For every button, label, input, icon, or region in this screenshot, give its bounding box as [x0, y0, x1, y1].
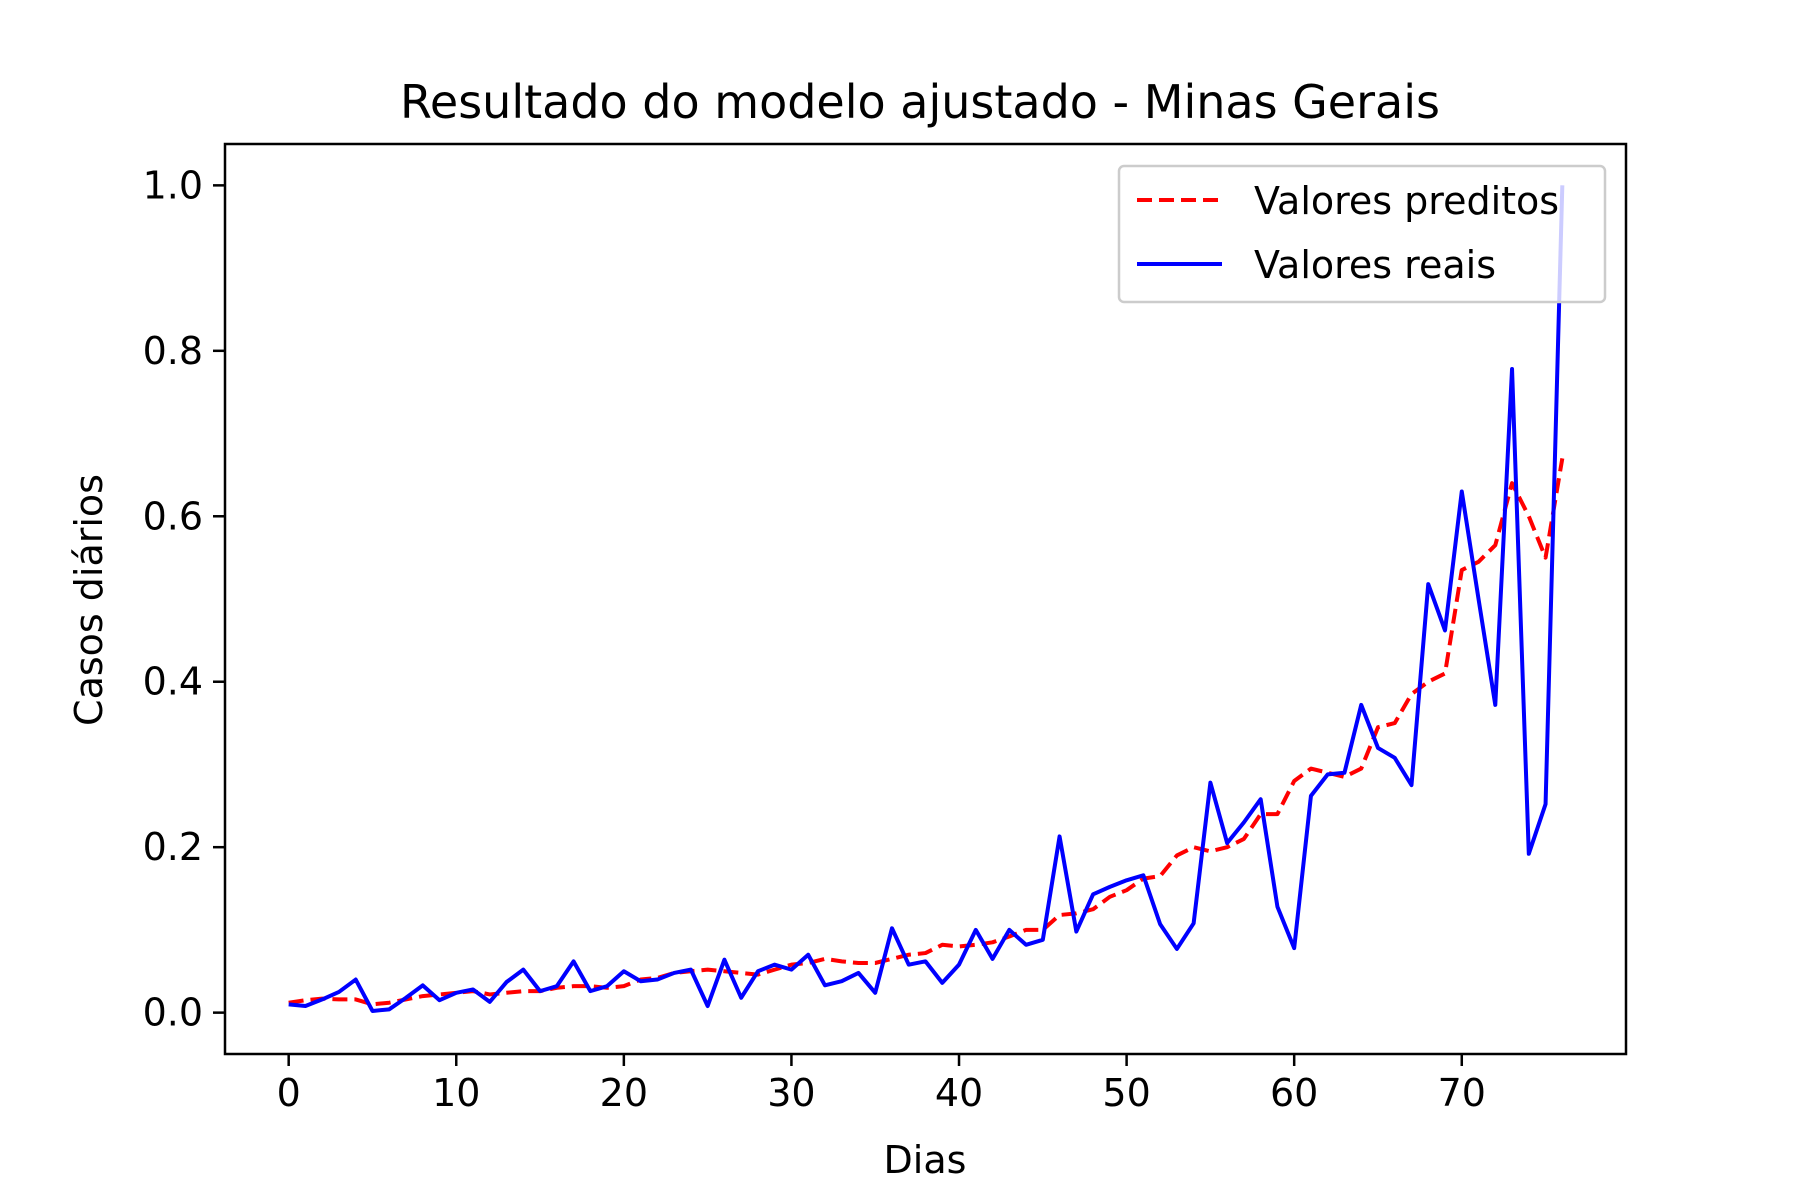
x-tick-label: 50 [1102, 1071, 1150, 1115]
x-tick-label: 70 [1438, 1071, 1486, 1115]
legend-label-actual: Valores reais [1254, 243, 1496, 287]
y-axis-label: Casos diários [67, 474, 111, 726]
legend-label-predicted: Valores preditos [1254, 179, 1559, 223]
y-tick-label: 0.8 [143, 329, 203, 373]
series-line-predicted [288, 458, 1565, 1007]
y-axis: 0.0 0.2 0.4 0.6 0.8 1.0 [143, 163, 225, 1035]
x-tick-label: 40 [935, 1071, 983, 1115]
x-axis-label: Dias [884, 1138, 967, 1182]
x-tick-label: 10 [432, 1071, 480, 1115]
x-tick-label: 30 [767, 1071, 815, 1115]
y-tick-label: 0.4 [143, 660, 203, 704]
series-line-actual [288, 185, 1565, 1013]
y-tick-label: 1.0 [143, 163, 203, 207]
chart-title: Resultado do modelo ajustado - Minas Ger… [400, 75, 1440, 129]
y-tick-label: 0.6 [143, 494, 203, 538]
y-tick-label: 0.2 [143, 825, 203, 869]
legend-box [1117, 164, 1607, 304]
legend: Valores preditos Valores reais [1117, 164, 1607, 304]
plot-frame [223, 142, 1628, 1056]
x-tick-label: 0 [277, 1071, 301, 1115]
y-tick-label: 0.0 [143, 991, 203, 1035]
plot-lines [288, 185, 1565, 1013]
x-tick-label: 20 [600, 1071, 648, 1115]
x-tick-label: 60 [1270, 1071, 1318, 1115]
x-axis: 0 10 20 30 40 50 60 70 [277, 1054, 1486, 1115]
